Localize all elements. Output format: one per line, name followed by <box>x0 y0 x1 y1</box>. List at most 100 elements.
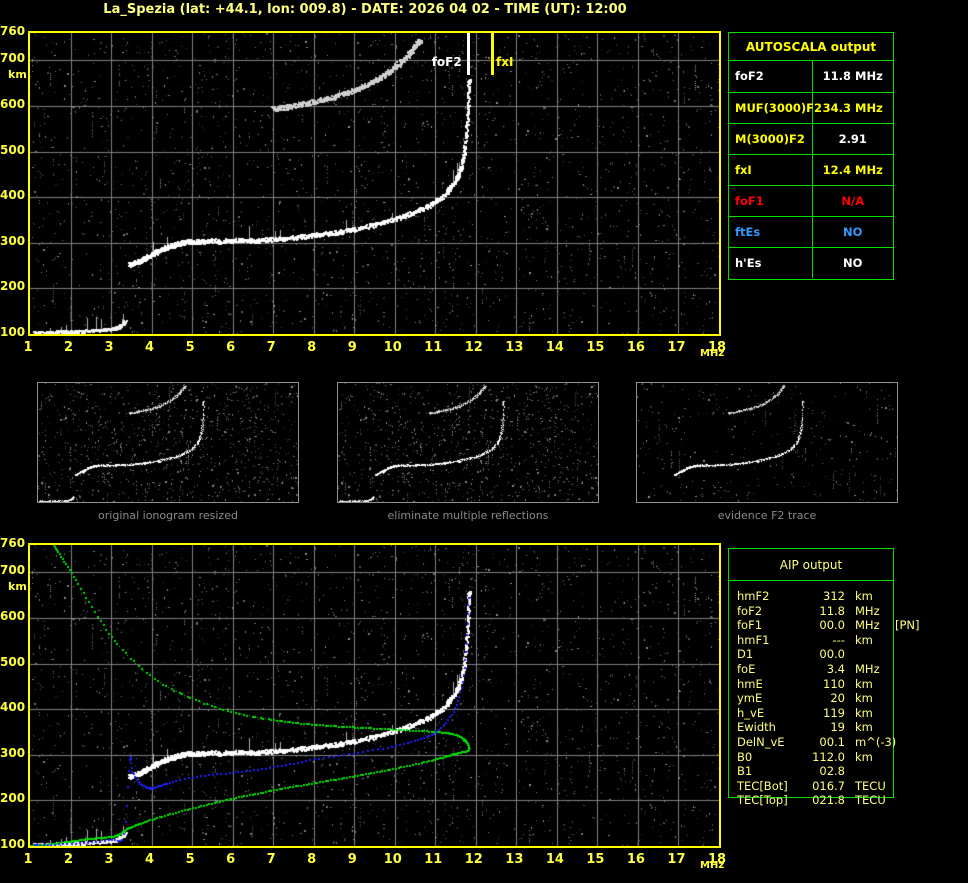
x-tick-label: 14 <box>545 340 564 355</box>
aip-row: B0 112.0 km <box>737 750 893 765</box>
aip-row: foF1 00.0 MHz [PN] <box>737 618 920 633</box>
aip-panel: AIP output hmF2 312 km foF2 11.8 MHz foF1 00.0 M… <box>728 548 920 807</box>
aip-unit: MHz <box>855 618 880 633</box>
autoscala-row: fxI 12.4 MHz <box>729 154 893 186</box>
aip-value: 00.1 <box>819 734 845 749</box>
aip-key: ymE <box>737 691 763 706</box>
autoscala-row: foF2 11.8 MHz <box>729 61 893 93</box>
aip-row: TEC[Top] 021.8 TECU <box>737 793 893 808</box>
aip-unit: km <box>855 589 873 603</box>
y-tick-label: 500 <box>0 654 26 669</box>
aip-key: B0 <box>737 749 753 764</box>
autoscala-label: fxI <box>729 154 813 186</box>
aip-key: foF2 <box>737 603 763 618</box>
aip-unit: km <box>855 705 873 720</box>
x-tick-label: 9 <box>347 852 357 867</box>
autoscala-value: NO <box>843 255 863 270</box>
x-tick-label: 13 <box>505 340 524 355</box>
top-ionogram-canvas <box>30 33 719 334</box>
aip-unit: km <box>855 676 873 691</box>
x-tick-label: 11 <box>424 340 443 355</box>
y-tick-label: 300 <box>0 233 26 248</box>
top-ionogram-plot[interactable]: foF2 fxI <box>28 31 721 336</box>
x-tick-label: 5 <box>185 852 195 867</box>
aip-row: DelN_vE 00.1 m^(-3) <box>737 734 897 750</box>
thumb-nomultiple[interactable] <box>337 382 599 503</box>
autoscala-value: 11.8 MHz <box>812 61 893 93</box>
x-tick-label: 10 <box>383 340 402 355</box>
x-tick-label: 3 <box>104 340 114 355</box>
aip-key: Ewidth <box>737 720 776 735</box>
autoscala-row: foF1 N/A <box>729 185 893 217</box>
aip-value: 11.8 <box>819 603 845 618</box>
aip-row: h_vE 119 km <box>737 706 893 721</box>
aip-unit: TECU <box>855 778 886 793</box>
autoscala-panel: AUTOSCALA output foF2 11.8 MHz MUF(3000)F2… <box>728 32 894 280</box>
y-tick-label: 600 <box>0 608 26 623</box>
x-tick-label: 18 <box>707 340 727 355</box>
y-tick-label: 200 <box>0 791 26 806</box>
autoscala-row: ftEs NO <box>729 216 893 248</box>
aip-row: hmE 110 km <box>737 677 893 692</box>
thumb-nomultiple-canvas <box>338 383 598 502</box>
x-tick-label: 4 <box>145 852 155 867</box>
aip-value: 19 <box>830 720 845 735</box>
autoscala-label: h'Es <box>729 247 813 278</box>
bottom-ionogram-plot[interactable] <box>28 543 721 848</box>
aip-row: hmF1 --- km <box>737 633 893 648</box>
aip-title: AIP output <box>729 549 893 581</box>
autoscala-table: foF2 11.8 MHz MUF(3000)F2 34.3 MHz M(3000)F2… <box>729 61 893 278</box>
y-tick-label: 400 <box>0 188 26 203</box>
x-tick-label: 15 <box>586 852 605 867</box>
aip-key: hmE <box>737 676 763 691</box>
autoscala-value: 2.91 <box>812 123 893 155</box>
autoscala-row: M(3000)F2 2.91 <box>729 123 893 155</box>
aip-value: --- <box>832 632 845 647</box>
aip-extra: [PN] <box>895 618 920 633</box>
aip-values-list: hmF2 312 km foF2 11.8 MHz foF1 00.0 MHz [PN] hmF1 -… <box>729 581 920 808</box>
aip-value: 119 <box>823 705 845 720</box>
aip-unit: m^(-3) <box>855 734 897 749</box>
y-tick-label: 600 <box>0 96 26 111</box>
marker-label-foF2: foF2 <box>431 55 462 69</box>
thumb-original[interactable] <box>37 382 299 503</box>
aip-unit: MHz <box>855 661 880 676</box>
x-tick-label: 11 <box>424 852 443 867</box>
x-tick-label: 17 <box>667 852 686 867</box>
thumb-original-canvas <box>38 383 298 502</box>
aip-value: 016.7 <box>812 778 845 793</box>
y-tick-label: 300 <box>0 745 26 760</box>
aip-key: DelN_vE <box>737 734 785 749</box>
y-tick-label: 700 <box>0 563 26 578</box>
autoscala-value: 34.3 MHz <box>812 92 893 124</box>
autoscala-label: MUF(3000)F2 <box>729 92 822 124</box>
y-tick-label: 100 <box>0 837 26 851</box>
x-tick-label: 6 <box>226 340 236 355</box>
thumb-f2trace[interactable] <box>636 382 898 503</box>
x-tick-label: 5 <box>185 340 195 355</box>
aip-key: TEC[Top] <box>737 793 788 808</box>
aip-row: foE 3.4 MHz <box>737 662 893 677</box>
aip-unit: km <box>855 632 873 647</box>
aip-row: foF2 11.8 MHz <box>737 604 893 619</box>
aip-key: hmF1 <box>737 632 770 647</box>
aip-value: 02.8 <box>819 764 845 779</box>
aip-key: D1 <box>737 647 754 662</box>
aip-key: foE <box>737 661 756 676</box>
aip-value: 00.0 <box>819 618 845 633</box>
y-tick-label: 500 <box>0 142 26 157</box>
y-tick-label: 760 <box>0 536 26 550</box>
x-tick-label: 3 <box>104 852 114 867</box>
x-tick-label: 14 <box>545 852 564 867</box>
x-tick-label: 7 <box>266 340 276 355</box>
aip-unit: km <box>855 720 873 735</box>
autoscala-row: h'Es NO <box>729 247 893 278</box>
aip-value: 110 <box>823 676 845 691</box>
x-tick-label: 2 <box>63 852 74 867</box>
aip-row: Ewidth 19 km <box>737 720 893 735</box>
aip-key: B1 <box>737 764 753 779</box>
thumb-f2trace-caption: evidence F2 trace <box>717 509 817 522</box>
aip-key: hmF2 <box>737 589 770 603</box>
aip-value: 00.0 <box>819 647 845 662</box>
